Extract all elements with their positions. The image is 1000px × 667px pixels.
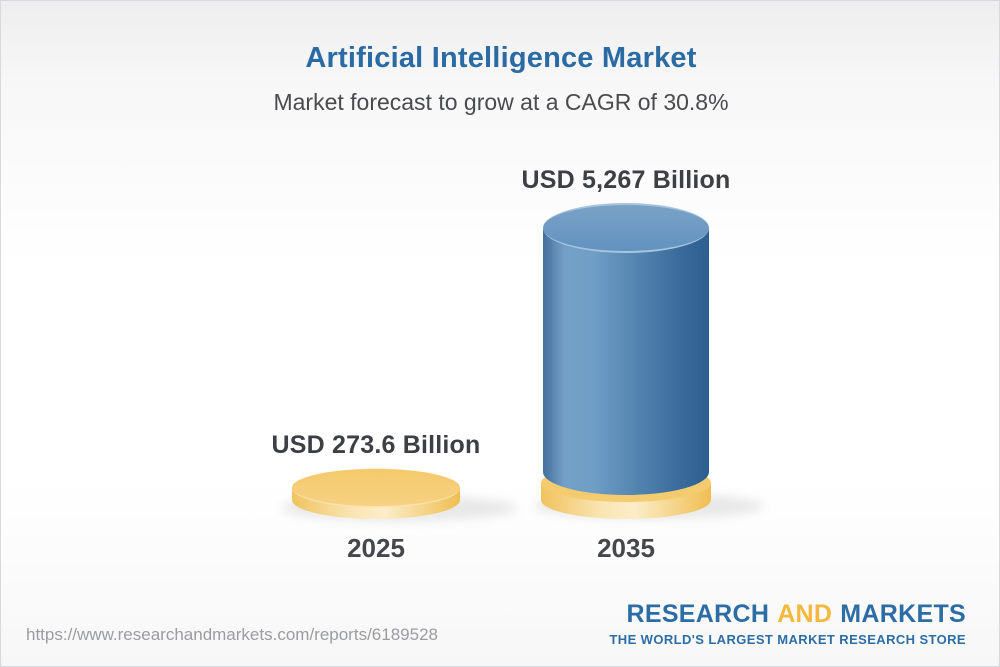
- category-label-2035: 2035: [597, 533, 655, 563]
- bar-2025-cylinder: [292, 468, 460, 519]
- brand-word-research: RESEARCH: [626, 600, 770, 628]
- brand-logo: RESEARCH AND MARKETS THE WORLD'S LARGEST M…: [609, 600, 966, 647]
- category-label-2025: 2025: [347, 533, 405, 563]
- brand-tagline: THE WORLD'S LARGEST MARKET RESEARCH STOR…: [609, 632, 966, 647]
- bar-2035-cylinder: [541, 203, 711, 519]
- value-label-2025: USD 273.6 Billion: [271, 431, 481, 459]
- bar-2035-body: [543, 228, 709, 495]
- brand-word-and: AND: [777, 600, 833, 628]
- chart-title: Artificial Intelligence Market: [305, 42, 697, 74]
- brand-word-markets: MARKETS: [840, 600, 966, 628]
- source-url: https://www.researchandmarkets.com/repor…: [26, 625, 438, 644]
- brand-logo-wordmark: RESEARCH AND MARKETS: [609, 600, 966, 629]
- bar-2035-top: [543, 205, 709, 251]
- chart-subtitle: Market forecast to grow at a CAGR of 30.…: [273, 89, 729, 115]
- value-label-2035: USD 5,267 Billion: [521, 166, 731, 194]
